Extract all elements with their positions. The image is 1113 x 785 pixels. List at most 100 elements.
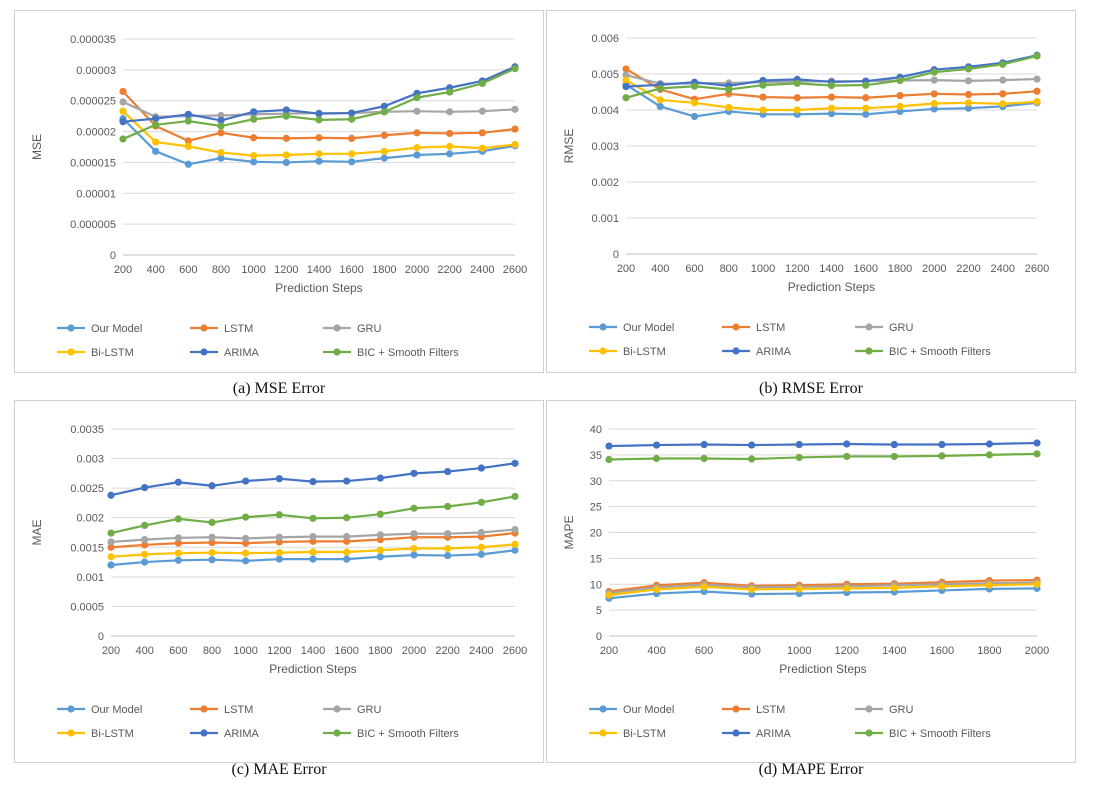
- data-point-bic-smooth-filters: [964, 65, 973, 73]
- data-point-bic-smooth-filters: [413, 94, 421, 102]
- data-point-bic-smooth-filters: [141, 521, 149, 530]
- legend-label-bi-lstm: Bi-LSTM: [91, 347, 134, 359]
- data-point-gru: [622, 71, 630, 79]
- data-point-gru: [413, 107, 421, 115]
- y-tick-label: 0.002: [76, 513, 104, 525]
- data-point-bi-lstm: [152, 138, 160, 146]
- data-point-lstm: [208, 538, 216, 547]
- series-line-bic-smooth-filters: [608, 452, 1038, 461]
- mse-line-chart: 0 0.000005 0.00001 0.000015 0.00002 0.000025 0…: [30, 34, 527, 359]
- data-point-arima: [275, 475, 283, 483]
- y-tick-label: 0.006: [591, 33, 619, 45]
- data-point-bi-lstm: [242, 549, 250, 557]
- data-point-our-model: [152, 147, 160, 155]
- data-point-our-model: [315, 157, 323, 165]
- data-point-bic-smooth-filters: [282, 112, 290, 120]
- data-point-bic-smooth-filters: [622, 94, 630, 102]
- data-point-bic-smooth-filters: [184, 117, 192, 125]
- x-tick-label: 1600: [930, 645, 954, 657]
- data-point-our-model: [964, 104, 973, 112]
- data-point-bic-smooth-filters: [725, 85, 733, 94]
- data-point-gru: [930, 76, 938, 84]
- legend-label-bic-smooth-filters: BIC + Smooth Filters: [357, 347, 459, 359]
- legend-marker-arima: [732, 729, 740, 737]
- data-point-lstm: [380, 131, 388, 139]
- data-point-our-model: [208, 556, 216, 564]
- x-tick-label: 1400: [819, 263, 843, 275]
- x-tick-label: 1400: [882, 645, 906, 657]
- y-tick-label: 0.001: [76, 572, 104, 584]
- data-point-arima: [282, 106, 290, 114]
- data-point-bi-lstm: [477, 543, 485, 551]
- legend-marker-bi-lstm: [67, 729, 75, 737]
- data-point-bi-lstm: [700, 583, 708, 591]
- data-point-lstm: [107, 543, 115, 551]
- data-point-lstm: [1033, 87, 1041, 95]
- data-point-arima: [315, 110, 323, 118]
- y-tick-label: 0.003: [76, 454, 104, 466]
- data-point-arima: [748, 441, 756, 449]
- x-tick-label: 200: [600, 645, 618, 657]
- y-tick-label: 0.001: [591, 213, 619, 225]
- data-point-bi-lstm: [759, 106, 767, 114]
- data-point-lstm: [896, 92, 904, 100]
- data-point-lstm: [282, 134, 290, 142]
- data-point-lstm: [827, 93, 836, 101]
- series-line-bic-smooth-filters: [122, 67, 516, 140]
- x-tick-label: 800: [203, 645, 221, 657]
- x-tick-label: 1200: [785, 263, 809, 275]
- legend-label-gru: GRU: [357, 323, 382, 335]
- data-point-our-model: [174, 556, 182, 564]
- data-point-arima: [410, 469, 418, 477]
- x-tick-label: 1200: [835, 645, 859, 657]
- y-tick-label: 0.0005: [70, 601, 104, 613]
- data-point-bi-lstm: [348, 150, 356, 158]
- y-tick-label: 0.005: [591, 69, 619, 81]
- x-tick-label: 2400: [470, 264, 494, 276]
- y-tick-label: 0.004: [591, 105, 619, 117]
- data-point-bic-smooth-filters: [985, 451, 994, 459]
- legend-label-lstm: LSTM: [756, 322, 785, 334]
- data-point-bic-smooth-filters: [890, 452, 898, 461]
- data-point-lstm: [315, 134, 323, 142]
- x-tick-label: 600: [179, 264, 197, 276]
- data-point-bi-lstm: [862, 104, 870, 112]
- legend-label-gru: GRU: [889, 322, 914, 334]
- data-point-our-model: [184, 160, 192, 168]
- legend-marker-our-model: [599, 323, 607, 331]
- data-point-our-model: [410, 551, 418, 559]
- data-point-bic-smooth-filters: [242, 513, 250, 521]
- legend-label-arima: ARIMA: [224, 728, 260, 740]
- mae-line-chart: 0 0.0005 0.001 0.0015 0.002 0.0025 0.003 0.0035…: [30, 424, 527, 740]
- x-tick-label: 1000: [233, 645, 257, 657]
- x-axis-label: Prediction Steps: [275, 281, 362, 295]
- data-point-bic-smooth-filters: [309, 514, 317, 522]
- legend-label-bi-lstm: Bi-LSTM: [623, 346, 666, 358]
- x-tick-label: 200: [617, 263, 635, 275]
- legend-marker-gru: [333, 705, 341, 713]
- data-point-bic-smooth-filters: [700, 454, 708, 463]
- data-point-bi-lstm: [985, 581, 994, 589]
- data-point-bic-smooth-filters: [930, 68, 938, 76]
- data-point-lstm: [622, 65, 630, 73]
- data-point-our-model: [242, 557, 250, 565]
- y-tick-label: 0.00001: [76, 188, 116, 200]
- legend-marker-lstm: [732, 705, 740, 713]
- data-point-arima: [938, 440, 946, 449]
- data-point-bi-lstm: [478, 144, 486, 152]
- data-point-bic-smooth-filters: [795, 453, 803, 462]
- y-tick-label: 0.0035: [70, 424, 104, 436]
- legend-marker-arima: [200, 729, 208, 737]
- data-point-bic-smooth-filters: [446, 88, 454, 96]
- y-tick-label: 0.000005: [70, 219, 116, 231]
- data-point-lstm: [174, 539, 182, 547]
- legend-marker-gru: [333, 324, 341, 332]
- data-point-bi-lstm: [843, 584, 851, 592]
- series-line-gru: [608, 581, 1038, 595]
- data-point-gru: [511, 525, 519, 534]
- data-point-gru: [477, 528, 485, 537]
- caption-mse: (a) MSE Error: [232, 380, 326, 397]
- y-tick-label: 0.000035: [70, 34, 116, 46]
- legend-marker-lstm: [200, 324, 208, 332]
- data-point-gru: [478, 107, 486, 115]
